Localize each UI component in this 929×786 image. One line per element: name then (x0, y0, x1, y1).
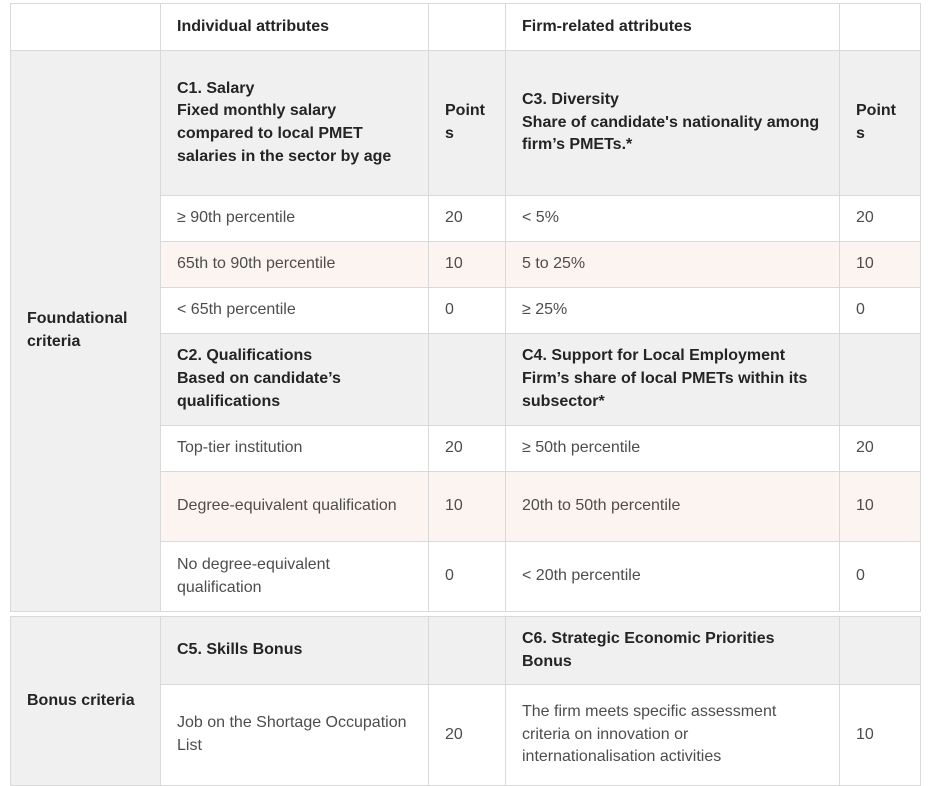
c5-tier-label: Job on the Shortage Occupation List (160, 684, 429, 786)
table-row: 65th to 90th percentile 10 5 to 25% 10 (11, 241, 921, 288)
c2-title: C2. Qualifications (177, 347, 313, 365)
c4-tier-label: 20th to 50th percentile (505, 471, 840, 542)
c2-tier-label: Degree-equivalent qualification (160, 471, 429, 542)
compass-points-table: Individual attributes Firm-related attri… (10, 3, 921, 786)
c6-tier-points: 10 (839, 684, 921, 786)
c2-tier-label: No degree-equivalent qualification (160, 541, 429, 612)
c1-tier-points: 10 (428, 241, 506, 288)
c1-salary-header: C1. Salary Fixed monthly salary compared… (160, 50, 429, 196)
c4-tier-label: < 20th percentile (505, 541, 840, 612)
bonus-criteria-label: Bonus criteria (10, 616, 161, 786)
c1-tier-points: 0 (428, 287, 506, 334)
c1-description: Fixed monthly salary compared to local P… (177, 102, 392, 165)
c2-tier-points: 0 (428, 541, 506, 612)
c1-title: C1. Salary (177, 79, 255, 97)
c5-c6-header-row: Bonus criteria C5. Skills Bonus C6. Stra… (10, 616, 921, 786)
attribute-header-row: Individual attributes Firm-related attri… (10, 3, 921, 51)
points-header: Points (428, 50, 506, 196)
c2-qualifications-header: C2. Qualifications Based on candidate’s … (160, 333, 429, 426)
c3-tier-label: 5 to 25% (505, 241, 840, 288)
c1-tier-points: 20 (428, 195, 506, 242)
c4-tier-points: 0 (839, 541, 921, 612)
c2-tier-points: 20 (428, 425, 506, 472)
c3-tier-label: < 5% (505, 195, 840, 242)
c4-local-employment-header: C4. Support for Local Employment Firm’s … (505, 333, 840, 426)
table-row: < 65th percentile 0 ≥ 25% 0 (11, 287, 921, 334)
c3-diversity-header: C3. Diversity Share of candidate's natio… (505, 50, 840, 196)
individual-attributes-header: Individual attributes (160, 3, 429, 51)
c6-strategic-bonus-header: C6. Strategic Economic Priorities Bonus (505, 616, 840, 685)
c3-description: Share of candidate's nationality among f… (522, 113, 820, 154)
empty-points-cell (428, 333, 506, 426)
c2-description: Based on candidate’s qualifications (177, 370, 341, 410)
empty-points-cell (839, 616, 921, 685)
c4-tier-points: 10 (839, 471, 921, 542)
empty-header-cell (428, 3, 506, 51)
empty-points-cell (428, 616, 506, 685)
c1-tier-label: 65th to 90th percentile (160, 241, 429, 288)
table-row: Degree-equivalent qualification 10 20th … (11, 471, 921, 542)
points-header: Points (839, 50, 921, 196)
c2-tier-points: 10 (428, 471, 506, 542)
c3-title: C3. Diversity (522, 90, 619, 108)
c4-tier-label: ≥ 50th percentile (505, 425, 840, 472)
c1-tier-label: < 65th percentile (160, 287, 429, 334)
c6-title: C6. Strategic Economic Priorities Bonus (522, 629, 775, 670)
c3-tier-points: 10 (839, 241, 921, 288)
c4-title: C4. Support for Local Employment (522, 347, 786, 365)
c2-tier-label: Top-tier institution (160, 425, 429, 472)
c4-description: Firm’s share of local PMETs within its s… (522, 370, 808, 410)
c3-tier-points: 20 (839, 195, 921, 242)
c4-tier-points: 20 (839, 425, 921, 472)
c1-tier-label: ≥ 90th percentile (160, 195, 429, 242)
c5-title: C5. Skills Bonus (177, 641, 303, 659)
table-row: Job on the Shortage Occupation List 20 T… (11, 684, 921, 786)
table-row: ≥ 90th percentile 20 < 5% 20 (11, 195, 921, 242)
c5-skills-bonus-header: C5. Skills Bonus (160, 616, 429, 685)
empty-points-cell (839, 333, 921, 426)
c3-tier-points: 0 (839, 287, 921, 334)
empty-header-cell (839, 3, 921, 51)
c1-c3-header-row: Foundational criteria C1. Salary Fixed m… (10, 50, 921, 612)
c3-tier-label: ≥ 25% (505, 287, 840, 334)
firm-attributes-header: Firm-related attributes (505, 3, 840, 51)
foundational-criteria-label: Foundational criteria (10, 50, 161, 612)
c5-tier-points: 20 (428, 684, 506, 786)
c2-c4-header-row: C2. Qualifications Based on candidate’s … (11, 333, 921, 426)
c6-tier-label: The firm meets specific assessment crite… (505, 684, 840, 786)
empty-corner-cell (10, 3, 161, 51)
